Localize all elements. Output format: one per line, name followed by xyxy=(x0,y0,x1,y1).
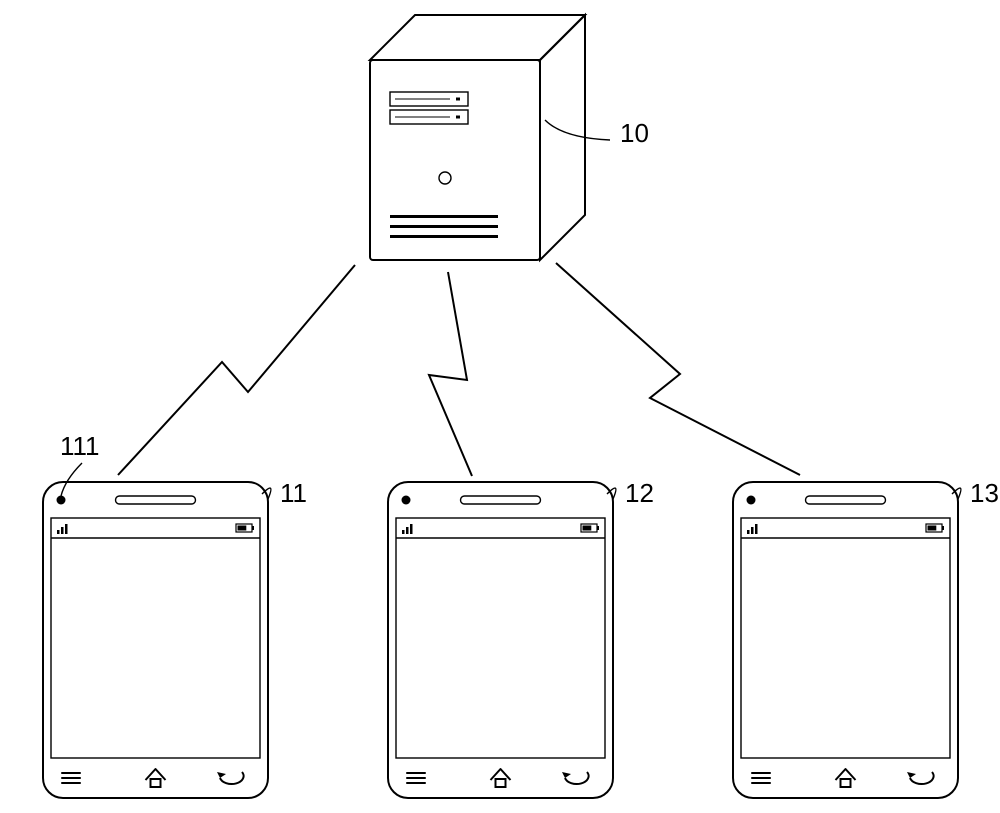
phone-label-12: 12 xyxy=(625,478,654,508)
front-camera xyxy=(747,496,756,505)
front-camera xyxy=(402,496,411,505)
phone-12 xyxy=(388,482,616,798)
server-label: 10 xyxy=(620,118,649,148)
speaker-grille xyxy=(116,496,196,504)
speaker-grille xyxy=(461,496,541,504)
phone-label-11: 11 xyxy=(280,478,307,508)
back-icon xyxy=(217,772,226,778)
server-node xyxy=(370,15,610,260)
callout-leader xyxy=(545,120,610,140)
camera-label: 111 xyxy=(60,431,100,461)
wireless-link-0 xyxy=(118,265,355,475)
callout-leader xyxy=(61,463,82,496)
back-icon xyxy=(907,772,916,778)
wireless-link-2 xyxy=(556,263,800,475)
phone-13 xyxy=(733,482,961,798)
wireless-link-1 xyxy=(429,272,472,476)
speaker-grille xyxy=(806,496,886,504)
home-icon xyxy=(841,779,851,787)
home-icon xyxy=(151,779,161,787)
phone-label-13: 13 xyxy=(970,478,999,508)
back-icon xyxy=(562,772,571,778)
home-icon xyxy=(496,779,506,787)
phone-11 xyxy=(43,463,271,798)
front-camera xyxy=(57,496,66,505)
